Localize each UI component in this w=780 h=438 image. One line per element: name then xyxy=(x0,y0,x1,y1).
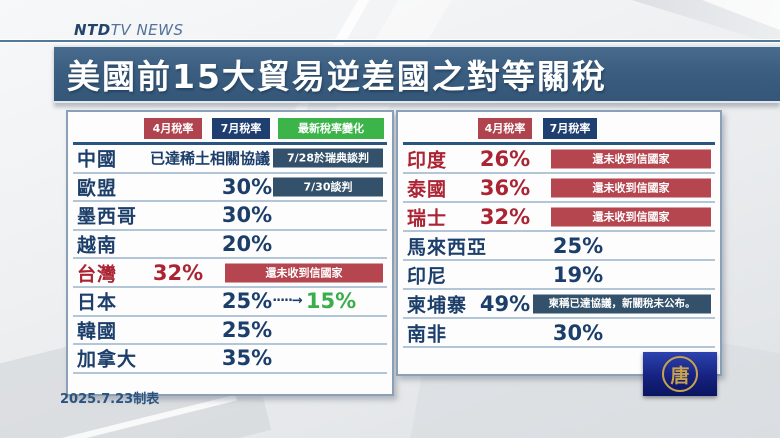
table-row: 日本 25% ·····→ 15% xyxy=(73,288,387,317)
table-row: 柬埔寨 49% 柬稱已達協議，新關稅未公布。 xyxy=(403,290,715,319)
seal-emblem-icon: 唐 xyxy=(662,356,698,392)
status-badge: 7/28於瑞典談判 xyxy=(273,148,383,168)
table-row: 中國 已達稀土相關協議 7/28於瑞典談判 xyxy=(73,145,387,174)
new-rate: 15% xyxy=(305,289,357,314)
country-name: 中國 xyxy=(77,148,118,171)
title-banner: 美國前15大貿易逆差國之對等關稅 xyxy=(54,45,780,103)
column-header-july: 7月稅率 xyxy=(543,118,597,139)
ntd-seal-logo: 唐 xyxy=(643,352,717,396)
status-note: 已達稀土相關協議 xyxy=(149,149,270,168)
april-rate: 26% xyxy=(479,146,531,171)
table-row: 韓國 25% xyxy=(73,317,387,346)
country-name: 印尼 xyxy=(407,265,448,287)
right-tariff-table: 4月稅率 7月稅率 印度 26% 還未收到信國家 泰國 36% 還未收到信國家 瑞士 32% 還… xyxy=(396,110,722,376)
country-name: 越南 xyxy=(77,234,118,257)
status-badge: 還未收到信國家 xyxy=(551,178,711,197)
change-arrow-icon: ·····→ xyxy=(272,293,303,309)
july-rate: 25% xyxy=(221,317,273,342)
left-table-rows: 中國 已達稀土相關協議 7/28於瑞典談判歐盟 30% 7/30談判墨西哥 30% 越南 20… xyxy=(73,145,387,374)
column-header-latest-change: 最新稅率變化 xyxy=(278,118,384,139)
header-underline xyxy=(403,142,715,145)
july-rate: 19% xyxy=(552,262,604,287)
status-badge: 還未收到信國家 xyxy=(225,263,383,283)
country-name: 瑞士 xyxy=(407,207,448,229)
table-row: 印尼 19% xyxy=(403,261,715,290)
table-row: 加拿大 35% xyxy=(73,345,387,374)
table-row: 墨西哥 30% xyxy=(73,202,387,231)
table-row: 瑞士 32% 還未收到信國家 xyxy=(403,203,715,232)
background-ribbon xyxy=(702,0,780,30)
channel-logo-ntd: NTD xyxy=(74,21,111,39)
channel-logo-tvnews: TV NEWS xyxy=(110,21,184,39)
table-row: 台灣 32% 還未收到信國家 xyxy=(73,259,387,288)
country-name: 馬來西亞 xyxy=(407,236,488,258)
july-rate: 35% xyxy=(221,346,273,371)
country-name: 柬埔寨 xyxy=(407,294,468,316)
country-name: 印度 xyxy=(407,149,448,171)
country-name: 南非 xyxy=(407,323,448,345)
status-badge: 柬稱已達協議，新關稅未公布。 xyxy=(533,294,711,313)
date-note: 2025.7.23制表 xyxy=(60,392,160,407)
country-name: 韓國 xyxy=(77,320,118,343)
april-rate: 32% xyxy=(152,260,204,285)
column-header-july: 7月稅率 xyxy=(212,118,270,139)
table-row: 越南 20% xyxy=(73,231,387,260)
header-underline xyxy=(73,142,387,145)
july-rate: 30% xyxy=(552,320,604,345)
april-rate: 49% xyxy=(479,291,531,316)
channel-logo: NTDTV NEWS xyxy=(74,21,184,39)
status-badge: 還未收到信國家 xyxy=(551,207,711,226)
country-name: 台灣 xyxy=(77,263,118,286)
column-header-april: 4月稅率 xyxy=(144,118,202,139)
july-rate: 20% xyxy=(221,232,273,257)
country-name: 加拿大 xyxy=(77,348,138,371)
page-title: 美國前15大貿易逆差國之對等關稅 xyxy=(67,57,607,96)
table-row: 歐盟 30% 7/30談判 xyxy=(73,174,387,203)
april-rate: 32% xyxy=(479,204,531,229)
table-row: 印度 26% 還未收到信國家 xyxy=(403,145,715,174)
divider-line xyxy=(0,40,780,42)
table-row: 南非 30% xyxy=(403,319,715,348)
status-badge: 還未收到信國家 xyxy=(551,149,711,168)
left-tariff-table: 4月稅率 7月稅率 最新稅率變化 中國 已達稀土相關協議 7/28於瑞典談判歐盟 30… xyxy=(66,110,394,396)
right-table-rows: 印度 26% 還未收到信國家 泰國 36% 還未收到信國家 瑞士 32% 還未收到信國家 馬來西亞… xyxy=(403,145,715,348)
july-rate: 25% xyxy=(552,233,604,258)
july-rate: 30% xyxy=(221,174,273,199)
april-rate: 36% xyxy=(479,175,531,200)
status-badge: 7/30談判 xyxy=(273,177,383,197)
july-rate: 30% xyxy=(221,203,273,228)
country-name: 泰國 xyxy=(407,178,448,200)
column-header-april: 4月稅率 xyxy=(478,118,532,139)
table-row: 馬來西亞 25% xyxy=(403,232,715,261)
table-row: 泰國 36% 還未收到信國家 xyxy=(403,174,715,203)
country-name: 墨西哥 xyxy=(77,205,138,228)
country-name: 歐盟 xyxy=(77,177,118,200)
country-name: 日本 xyxy=(77,291,118,314)
